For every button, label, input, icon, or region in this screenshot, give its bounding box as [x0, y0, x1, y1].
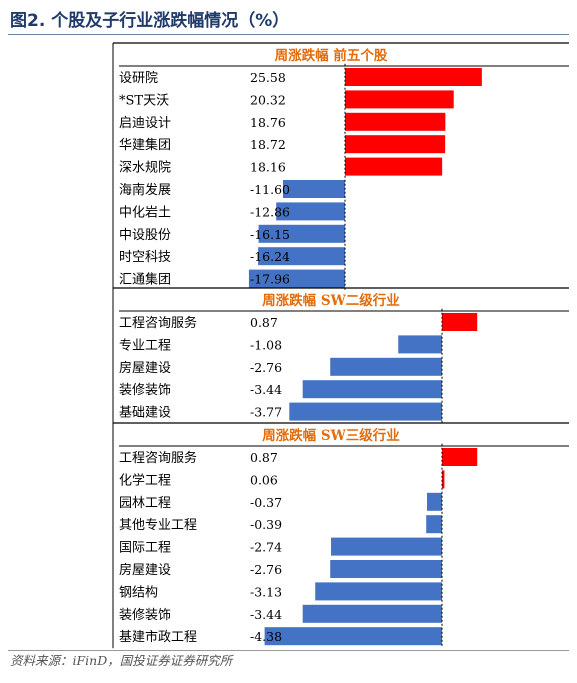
category-label: 华建集团 [119, 137, 171, 153]
bar [302, 380, 442, 399]
bar [282, 180, 345, 198]
category-label: 专业工程 [119, 338, 171, 353]
data-label: -16.24 [250, 249, 290, 264]
category-label: 装修装饰 [119, 608, 171, 623]
bar [330, 560, 442, 578]
data-label: -3.13 [250, 584, 282, 599]
data-label: -0.39 [250, 517, 282, 532]
data-label: -3.77 [250, 405, 282, 420]
footer-divider [8, 650, 569, 651]
category-label: 园林工程 [119, 496, 171, 511]
category-label: 化学工程 [119, 472, 171, 488]
category-label: 工程咨询服务 [119, 315, 197, 331]
category-label: 深水规院 [119, 161, 171, 176]
category-label: 基建市政工程 [119, 629, 197, 645]
source-note: 资料来源：iFinD，国投证券证券研究所 [10, 653, 233, 668]
bar [258, 247, 345, 266]
bar [302, 604, 442, 623]
panel-title: 周涨跌幅 SW三级行业 [262, 427, 400, 444]
category-label: 汇通集团 [119, 272, 171, 288]
category-label: 房屋建设 [119, 562, 171, 578]
category-label: 工程咨询服务 [119, 450, 197, 466]
data-label: -17.96 [250, 272, 290, 287]
data-label: -12.86 [250, 204, 290, 219]
bar [426, 515, 442, 534]
bar [248, 269, 345, 288]
category-label: 启迪设计 [119, 116, 171, 131]
bar [331, 537, 442, 556]
bar [345, 68, 482, 86]
data-label: -16.15 [250, 227, 290, 242]
bar [345, 135, 446, 154]
category-label: 装修装饰 [119, 383, 171, 398]
bar [442, 448, 478, 466]
bar [442, 470, 445, 489]
bar [398, 335, 442, 354]
bar [427, 492, 442, 511]
bar [442, 313, 478, 331]
category-label: 房屋建设 [119, 360, 171, 376]
panel-title: 周涨跌幅 SW二级行业 [262, 292, 400, 309]
category-label: 其他专业工程 [119, 518, 197, 533]
category-label: 中设股份 [119, 228, 171, 243]
bar [345, 112, 446, 131]
data-label: 25.58 [250, 70, 286, 85]
data-label: 18.76 [250, 115, 286, 130]
bar [289, 402, 442, 421]
bar [258, 224, 345, 243]
category-label: 钢结构 [119, 585, 158, 600]
bar [330, 357, 442, 376]
data-label: 18.16 [250, 160, 286, 175]
data-label: -11.60 [250, 182, 290, 197]
category-label: 基础建设 [119, 406, 171, 421]
page-title: 图2. 个股及子行业涨跌幅情况（%） [10, 11, 290, 31]
data-label: 0.06 [250, 472, 278, 487]
bar [345, 90, 454, 109]
data-label: 0.87 [250, 450, 278, 465]
category-label: 国际工程 [119, 541, 171, 556]
category-label: 海南发展 [119, 182, 171, 198]
data-label: -1.08 [250, 337, 282, 352]
title-divider [8, 34, 569, 35]
data-label: -3.44 [250, 382, 282, 397]
data-label: -2.76 [250, 360, 282, 375]
category-label: 设研院 [119, 71, 158, 86]
bar [315, 582, 442, 601]
data-label: -2.74 [250, 540, 282, 555]
category-label: *ST天沃 [119, 93, 169, 108]
data-label: -2.76 [250, 562, 282, 577]
data-label: 18.72 [250, 137, 286, 152]
data-label: -3.44 [250, 607, 282, 622]
bar [276, 202, 345, 221]
bar [345, 157, 443, 176]
category-label: 中化岩土 [119, 205, 171, 220]
data-label: -4.38 [250, 629, 282, 644]
data-label: 0.87 [250, 315, 278, 330]
bar [264, 627, 442, 646]
data-label: -0.37 [250, 495, 282, 510]
data-label: 20.32 [250, 92, 286, 107]
panel-title: 周涨跌幅 前五个股 [275, 47, 388, 64]
category-label: 时空科技 [119, 250, 171, 265]
